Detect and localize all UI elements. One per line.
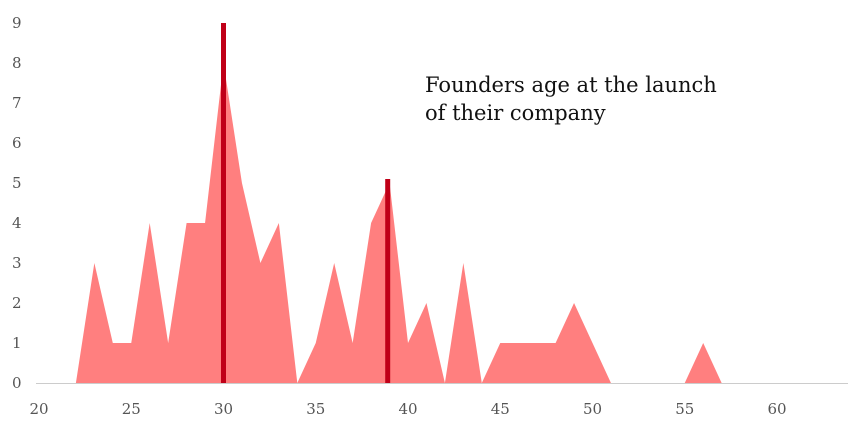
chart-title-line-1: Founders age at the launch [425,73,717,97]
area-series-0 [75,63,722,383]
x-tick-label: 45 [491,400,510,418]
x-tick-label: 55 [675,400,694,418]
y-tick-label: 8 [12,54,22,72]
x-tick-label: 50 [583,400,602,418]
y-tick-label: 3 [12,254,22,272]
x-tick-label: 40 [398,400,417,418]
x-tick-label: 25 [122,400,141,418]
x-tick-label: 60 [767,400,786,418]
y-tick-label: 1 [12,334,22,352]
x-tick-label: 30 [214,400,233,418]
y-tick-label: 9 [12,14,22,32]
y-tick-label: 4 [12,214,22,232]
y-tick-label: 0 [12,374,22,392]
y-tick-label: 6 [12,134,22,152]
y-tick-label: 7 [12,94,22,112]
x-tick-label: 20 [29,400,48,418]
y-tick-label: 2 [12,294,22,312]
y-tick-label: 5 [12,174,22,192]
chart-title-line-2: of their company [425,101,606,125]
x-tick-label: 35 [306,400,325,418]
